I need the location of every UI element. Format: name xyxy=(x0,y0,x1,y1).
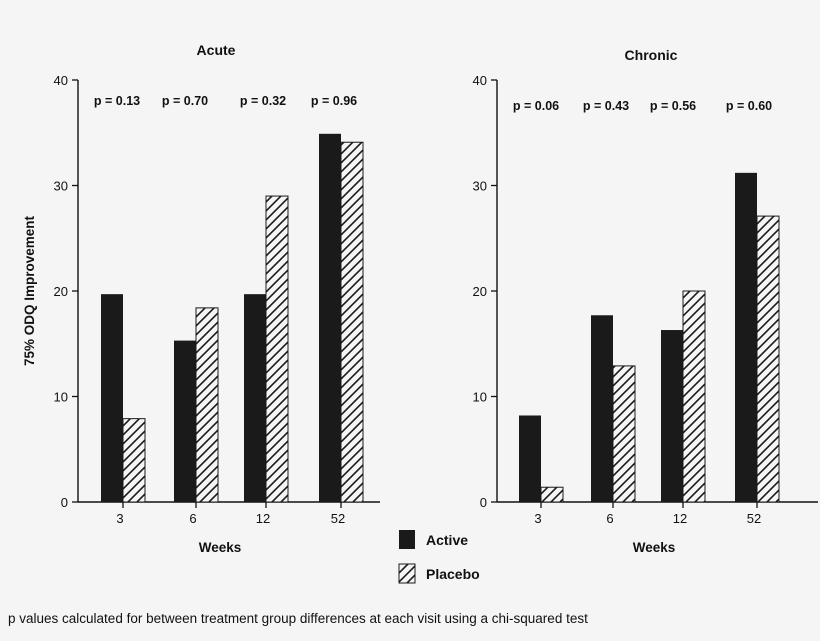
y-tick-label: 20 xyxy=(473,284,487,299)
x-tick-label: 3 xyxy=(116,511,123,526)
footnote: p values calculated for between treatmen… xyxy=(8,611,588,626)
bar-placebo xyxy=(340,141,364,503)
x-tick-label: 52 xyxy=(331,511,345,526)
p-value-label: p = 0.70 xyxy=(162,94,208,108)
bar-active xyxy=(174,340,196,502)
p-value-label: p = 0.60 xyxy=(726,99,772,113)
y-tick-label: 40 xyxy=(473,73,487,88)
bar-placebo xyxy=(540,486,564,503)
p-value-label: p = 0.56 xyxy=(650,99,696,113)
p-value-label: p = 0.32 xyxy=(240,94,286,108)
p-value-label: p = 0.13 xyxy=(94,94,140,108)
bar-active xyxy=(101,294,123,502)
x-tick-label: 3 xyxy=(534,511,541,526)
p-value-label: p = 0.96 xyxy=(311,94,357,108)
bar-active xyxy=(735,172,757,502)
bar-placebo xyxy=(682,290,706,503)
x-tick-label: 6 xyxy=(606,511,613,526)
bar-placebo xyxy=(612,365,636,503)
x-tick-label: 12 xyxy=(256,511,270,526)
y-axis-label: 75% ODQ Improvement xyxy=(22,215,37,366)
bar-active xyxy=(244,294,266,502)
bar-placebo xyxy=(265,195,289,503)
y-tick-label: 40 xyxy=(54,73,68,88)
y-tick-label: 10 xyxy=(54,390,68,405)
p-value-label: p = 0.06 xyxy=(513,99,559,113)
legend-label-active: Active xyxy=(426,532,468,548)
p-value-label: p = 0.43 xyxy=(583,99,629,113)
bar-placebo xyxy=(122,418,146,503)
bar-active xyxy=(519,415,541,502)
bar-placebo xyxy=(756,215,780,503)
legend-swatch-active xyxy=(399,530,415,549)
y-tick-label: 30 xyxy=(54,179,68,194)
chart-title: Chronic xyxy=(625,47,678,63)
legend-swatch-placebo xyxy=(398,563,416,584)
y-tick-label: 10 xyxy=(473,390,487,405)
y-tick-label: 0 xyxy=(61,495,68,510)
chronic-chart: Chronic Weeks 0 10 20 30 40 3 p = 0.06 6 p = 0.4… xyxy=(473,47,818,555)
y-tick-label: 0 xyxy=(480,495,487,510)
y-tick-label: 30 xyxy=(473,179,487,194)
acute-chart: Acute 75% ODQ Improvement Weeks 0 10 20 30 4… xyxy=(22,42,380,555)
chart-title: Acute xyxy=(197,42,236,58)
x-tick-label: 12 xyxy=(673,511,687,526)
x-axis-label: Weeks xyxy=(199,540,242,555)
legend-label-placebo: Placebo xyxy=(426,566,480,582)
bar-placebo xyxy=(195,307,219,503)
x-tick-label: 6 xyxy=(189,511,196,526)
bar-active xyxy=(661,330,683,502)
bar-active xyxy=(319,133,341,502)
x-tick-label: 52 xyxy=(747,511,761,526)
y-tick-label: 20 xyxy=(54,284,68,299)
legend: Active Placebo xyxy=(398,530,480,584)
x-axis-label: Weeks xyxy=(633,540,676,555)
bar-active xyxy=(591,315,613,502)
